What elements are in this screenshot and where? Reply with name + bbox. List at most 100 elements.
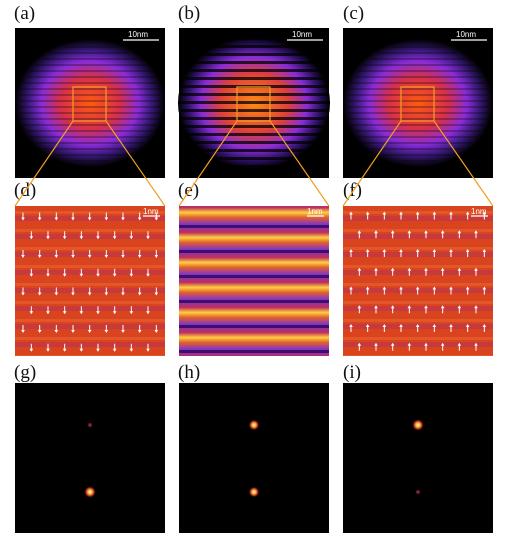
panel-b-stripes [178, 37, 330, 169]
arrows-f-arrowhead [365, 249, 370, 252]
arrows-d-arrowhead [46, 273, 50, 277]
arrows-d-arrowhead [21, 255, 25, 258]
arrows-d-arrowhead [121, 292, 125, 296]
arrows-d-arrowhead [146, 236, 150, 240]
arrows-f-arrowhead [432, 286, 437, 290]
panel-label-c: (c) [343, 3, 365, 24]
arrows-d-arrowhead [129, 273, 134, 277]
arrows-d-arrowhead [121, 330, 125, 333]
arrows-d-arrowhead [54, 292, 59, 296]
arrows-f-arrowhead [440, 342, 445, 346]
arrows-d-arrowhead [62, 236, 67, 240]
panel-label-i: (i) [343, 362, 361, 383]
panel-b: 10nm [178, 28, 330, 178]
arrows-f-arrowhead [440, 305, 445, 309]
panel-d-scalebar-label: 1nm [143, 207, 159, 216]
arrows-f-arrowhead [399, 249, 403, 252]
arrows-d-arrowhead [154, 255, 159, 258]
arrows-d-arrowhead [154, 217, 159, 221]
panel-e: 1nm [179, 206, 329, 356]
arrows-d-arrowhead [21, 330, 25, 333]
arrows-f-arrowhead [415, 286, 420, 290]
arrows-f-arrowhead [365, 211, 370, 215]
arrows-f-arrowhead [390, 230, 395, 234]
arrows-f-arrowhead [399, 324, 403, 327]
arrows-d-arrowhead [112, 236, 117, 240]
panel-h-spot-bottom [248, 486, 260, 498]
connector-c-right [433, 120, 494, 207]
arrows-f-arrowhead [374, 305, 378, 309]
arrows-f-arrowhead [357, 305, 362, 309]
panel-c-zoom-box [400, 86, 435, 122]
arrows-d-arrowhead [71, 330, 75, 333]
arrows-d-arrowhead [87, 330, 92, 333]
arrows-d-arrowhead [62, 311, 67, 315]
arrows-d-arrowhead [112, 273, 117, 277]
arrows-d-arrowhead [137, 217, 142, 221]
panel-e-map [179, 206, 329, 356]
panel-e-scalebar-label: 1nm [307, 207, 323, 216]
arrows-f-arrowhead [474, 342, 478, 346]
arrows-d-arrowhead [54, 255, 59, 258]
arrows-d-arrowhead [37, 292, 42, 296]
arrows-f-arrowhead [415, 211, 420, 215]
arrows-d-arrowhead [79, 236, 84, 240]
arrows-d-arrowhead [96, 348, 100, 352]
arrows-f-arrowhead [424, 267, 428, 271]
arrows-f-arrowhead [432, 211, 437, 215]
connector-a-left [14, 120, 74, 207]
arrows-f-arrowhead [457, 267, 462, 271]
arrows-f-arrowhead [349, 249, 353, 252]
arrows-f-arrowhead [407, 305, 412, 309]
arrows-f-arrowhead [457, 342, 462, 346]
arrows-d-arrowhead [96, 273, 100, 277]
arrows-d-arrowhead [137, 330, 142, 333]
arrows-f-arrowhead [474, 230, 478, 234]
arrows-f-arrowhead [407, 267, 412, 271]
arrows-f-arrowhead [465, 286, 470, 290]
connector-a-right [105, 120, 166, 207]
arrows-d-arrowhead [79, 348, 84, 352]
arrows-f-arrowhead [415, 324, 420, 327]
arrows-f-arrowhead [432, 249, 437, 252]
panel-i [343, 383, 493, 533]
panel-label-a: (a) [14, 3, 36, 24]
arrows-d-arrowhead [112, 311, 117, 315]
arrows-d-arrowhead [46, 311, 50, 315]
arrows-d-arrowhead [104, 217, 109, 221]
arrows-f-arrowhead [474, 305, 478, 309]
arrows-f-arrowhead [432, 324, 437, 327]
arrows-f-arrowhead [357, 267, 362, 271]
connector-c-left [342, 120, 402, 207]
panel-d-arrows [21, 212, 159, 352]
arrows-d-arrowhead [87, 217, 92, 221]
arrows-f-arrowhead [474, 267, 478, 271]
arrows-f-arrowhead [349, 211, 353, 215]
arrows-f-arrowhead [415, 249, 420, 252]
arrows-f-arrowhead [449, 324, 453, 327]
arrows-d-arrowhead [37, 217, 42, 221]
connector-b-right [269, 120, 330, 207]
panel-h-spot-top [248, 419, 260, 431]
arrows-f-arrowhead [457, 305, 462, 309]
arrows-d-arrowhead [54, 217, 59, 221]
panel-i-background [343, 383, 493, 533]
panel-a-stripes [18, 43, 162, 163]
arrows-d-arrowhead [29, 273, 34, 277]
panel-label-h: (h) [178, 362, 201, 383]
panel-b-scalebar-label: 10nm [292, 30, 312, 39]
arrows-d-arrowhead [87, 292, 92, 296]
arrows-d-arrowhead [104, 292, 109, 296]
arrows-d-arrowhead [96, 311, 100, 315]
panel-g-background [15, 383, 165, 533]
arrows-f-arrowhead [407, 342, 412, 346]
arrows-d-arrowhead [46, 348, 50, 352]
arrows-f-arrowhead [399, 286, 403, 290]
panel-i-spot-bottom [415, 489, 421, 495]
arrows-f-arrowhead [424, 230, 428, 234]
panel-a: 10nm [15, 28, 165, 178]
arrows-d-arrowhead [146, 273, 150, 277]
arrows-d-arrowhead [129, 236, 134, 240]
arrows-d-arrowhead [29, 236, 34, 240]
connector-b-left [178, 120, 238, 207]
